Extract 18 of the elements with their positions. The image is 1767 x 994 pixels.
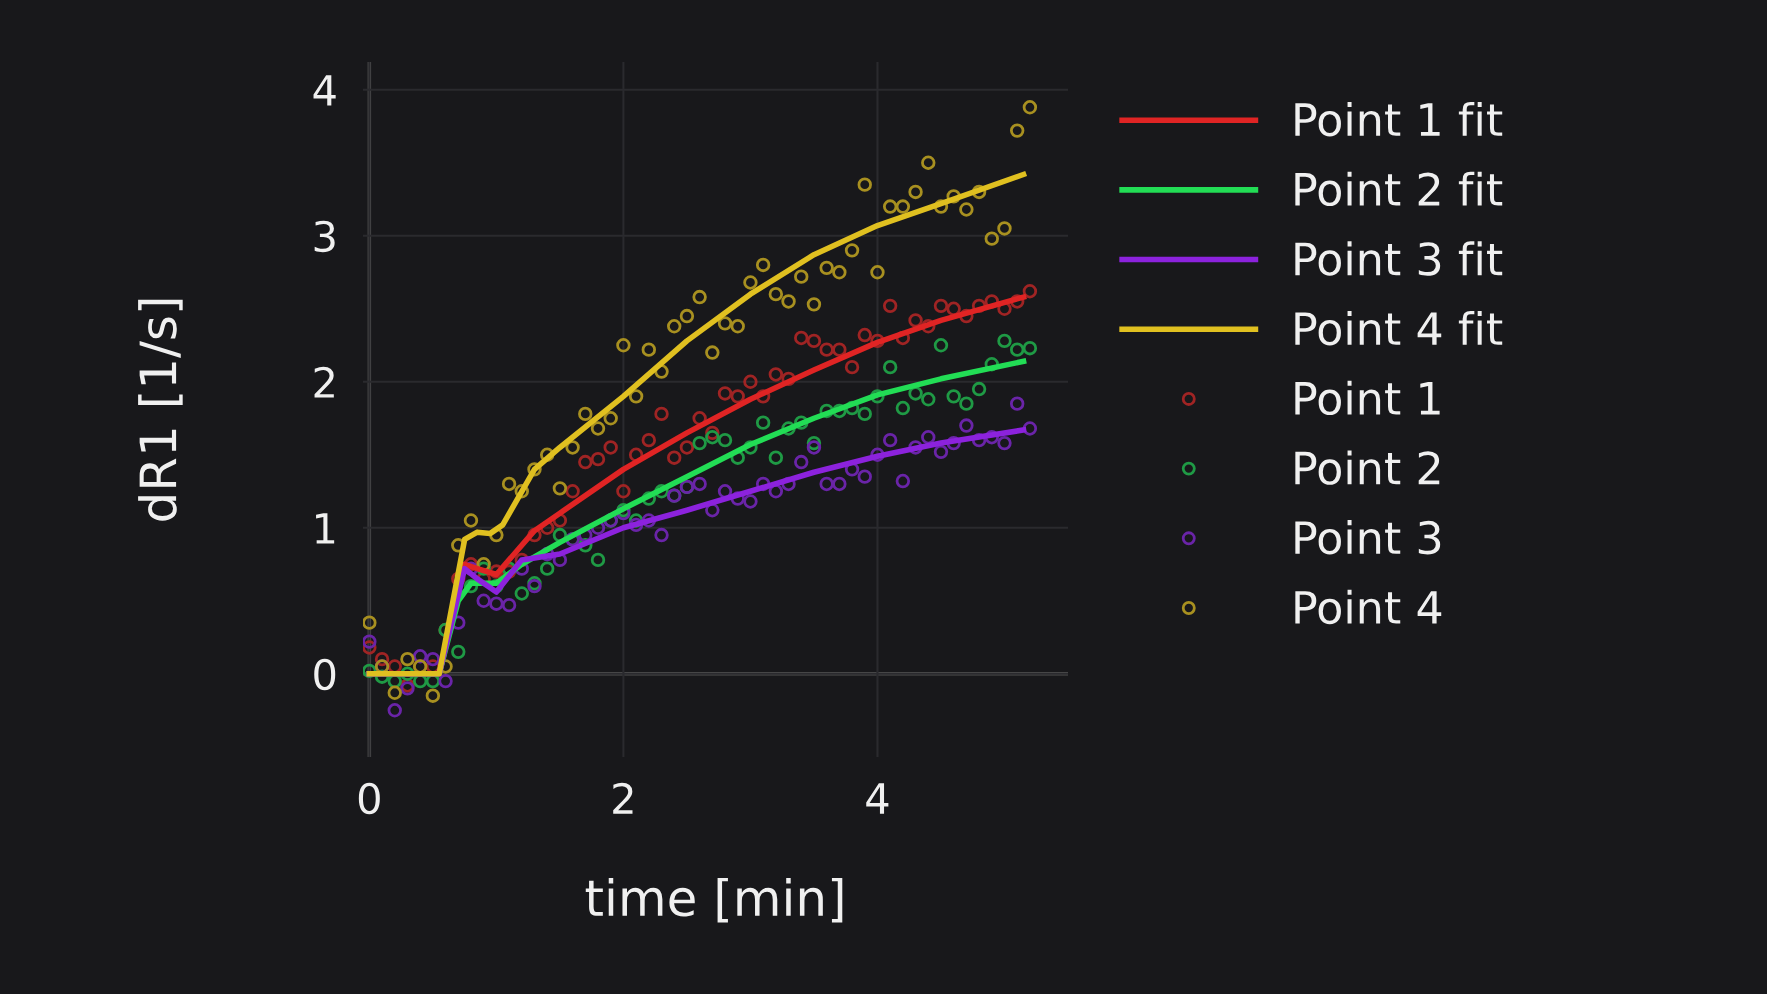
legend-label: Point 4 fit [1295, 311, 1503, 346]
legend-label: Point 3 [1295, 520, 1441, 555]
y-tick-label: 2 [314, 366, 334, 398]
legend-label: Point 4 [1295, 589, 1442, 625]
x-axis-title: time [min] [585, 877, 843, 923]
legend-label: Point 1 [1295, 380, 1440, 416]
legend-label: Point 2 fit [1295, 171, 1503, 207]
y-tick-label: 4 [313, 75, 336, 106]
x-tick-label: 4 [866, 783, 889, 814]
y-tick-label: 3 [314, 220, 335, 253]
x-tick-label: 2 [613, 782, 633, 814]
y-tick-label: 1 [316, 513, 335, 544]
legend-label: Point 2 [1295, 450, 1440, 485]
y-tick-label: 0 [314, 658, 336, 691]
x-tick-label: 0 [358, 782, 380, 815]
y-axis-title: dR1 [1/s] [138, 299, 183, 521]
legend-label: Point 3 fit [1295, 241, 1503, 276]
legend-label: Point 1 fit [1295, 102, 1503, 137]
